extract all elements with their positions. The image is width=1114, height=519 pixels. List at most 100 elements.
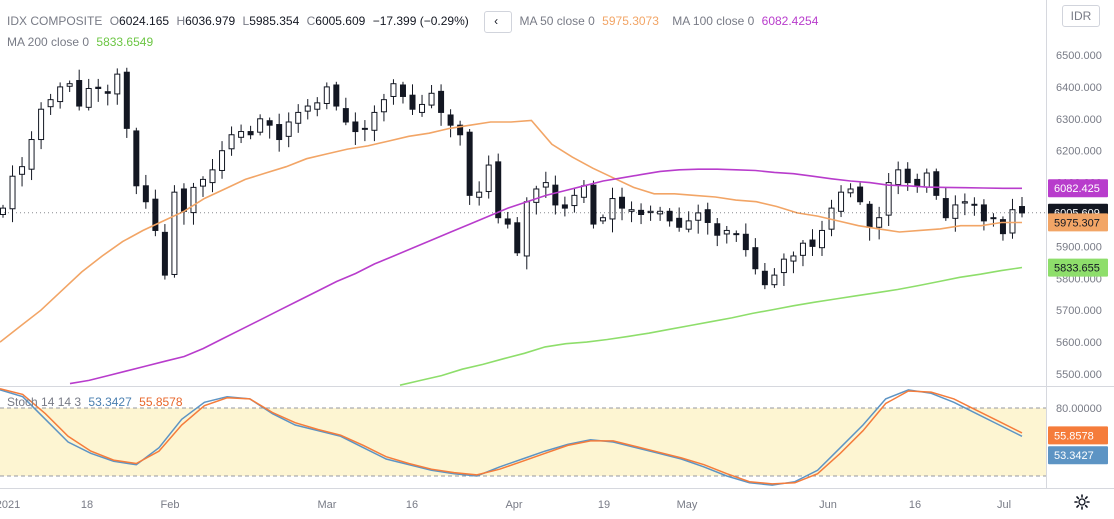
candle-up [723,229,730,235]
time-tick-label: Feb [161,499,180,511]
candle-up [304,105,311,112]
low-label: L [242,14,250,29]
price-tick-label: 5600.000 [1056,337,1102,349]
candle-down [999,219,1006,235]
candle-up [485,164,492,193]
candle-down [914,178,921,187]
candle-up [419,103,426,113]
currency-button[interactable]: IDR [1062,5,1100,27]
candle-up [571,194,578,207]
candle-down [409,94,416,110]
ma200-legend: MA 200 close 0 5833.6549 [7,35,157,49]
close-label: C [306,14,316,29]
candle-up [733,233,740,236]
candle-up [428,92,435,106]
candle-down [180,188,187,212]
candle-down [504,218,511,225]
candle-up [895,169,902,186]
high-label: H [176,14,186,29]
candle-up [380,99,387,113]
candle-up [66,83,73,87]
candle-up [114,73,121,95]
candle-up [580,185,587,198]
candle-down [266,120,273,126]
candle-up [780,258,787,274]
ma200-value: 5833.6549 [96,35,154,49]
candle-up [314,102,321,110]
stoch-k-value: 53.3427 [88,395,132,409]
price-tick-label: 5500.000 [1056,369,1102,381]
time-tick-label: 16 [909,499,921,511]
candle-up [57,86,64,103]
candle-up [876,217,883,228]
candle-down [904,168,911,184]
candle-up [199,178,206,187]
symbol-legend: IDX COMPOSITE O6024.165 H6036.979 L5985.… [7,11,822,33]
candle-down [590,184,597,225]
gear-icon[interactable] [1074,494,1090,510]
ma50-label: MA 50 close 0 [519,14,595,29]
ma100-badge-bg [1048,179,1108,198]
candle-up [257,118,264,133]
time-tick-label: 16 [406,499,418,511]
candle-up [190,186,197,214]
time-tick-label: 19 [598,499,610,511]
change-value: −17.399 (−0.29%) [372,14,469,29]
candle-up [476,191,483,198]
ma50-value: 5975.3073 [602,14,659,29]
candle-down [352,121,359,133]
candle-up [819,229,826,249]
candle-down [980,204,987,222]
candle-down [161,231,168,276]
candle-up [238,131,245,138]
candle-down [666,210,673,222]
candle-down [752,247,759,270]
candle-up [19,166,26,175]
symbol-name: IDX COMPOSITE [7,14,103,29]
candle-up [390,83,397,97]
candle-down [123,71,130,129]
candle-up [171,191,178,275]
high-value: 6036.979 [185,14,236,29]
candle-down [761,270,768,286]
candle-down [857,186,864,203]
stoch-tick-label: 80.00000 [1056,403,1102,415]
candle-down [133,130,140,187]
candle-down [247,131,254,136]
candle-up [1009,209,1016,234]
open-label: O [109,14,120,29]
ma100-label: MA 100 close 0 [672,14,755,29]
candle-up [209,169,216,184]
candle-down [142,185,149,203]
candle-down [552,184,559,206]
candle-down [514,222,521,254]
ma100-value: 6082.4254 [761,14,819,29]
candle-up [542,182,549,188]
collapse-legend-button[interactable]: ‹ [484,11,513,33]
price-tick-label: 5700.000 [1056,305,1102,317]
candle-down [933,171,940,196]
time-tick-label: 2021 [0,499,20,511]
ma50-badge: 5975.307 [1054,217,1100,229]
candle-down [342,108,349,123]
candle-up [647,210,654,214]
candle-up [790,255,797,262]
candle-up [323,86,330,104]
time-tick-label: Apr [505,499,522,511]
candle-up [533,188,540,203]
candle-down [619,196,626,209]
candle-down [466,131,473,196]
candle-up [685,220,692,230]
candle-down [676,217,683,228]
chevron-left-icon: ‹ [494,14,499,28]
candle-up [523,201,530,257]
time-tick-label: 18 [81,499,93,511]
candle-down [152,198,159,231]
candle-up [371,111,378,131]
candle-down [399,84,406,97]
ma200-badge-bg [1048,258,1108,277]
stoch-k-line [0,389,1023,486]
candle-up [361,127,368,130]
